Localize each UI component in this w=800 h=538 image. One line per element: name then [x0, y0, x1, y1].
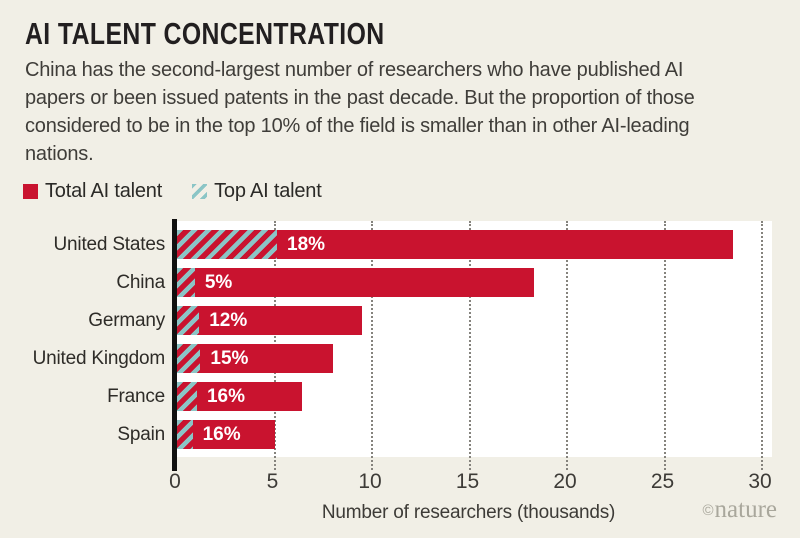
bar-hatch — [177, 344, 201, 373]
bar-value-label: 18% — [287, 234, 326, 255]
bar-value-label: 15% — [210, 348, 249, 369]
bar: 12% — [177, 306, 363, 335]
legend-item-total: Total AI talent — [23, 180, 162, 203]
legend-item-top: Top AI talent — [192, 180, 322, 203]
gridline — [468, 221, 471, 470]
tick-label: 5 — [266, 470, 279, 493]
category-label: United Kingdom — [32, 348, 166, 369]
y-axis-line — [172, 219, 177, 471]
tick-label: 15 — [455, 470, 480, 493]
bar: 16% — [177, 382, 302, 411]
category-label: United States — [53, 234, 166, 255]
category-label: Spain — [117, 424, 165, 445]
tick-label: 20 — [553, 470, 577, 493]
tick-label: 30 — [748, 470, 772, 493]
bar-value-label: 16% — [202, 424, 241, 445]
bar-hatch — [177, 382, 197, 411]
category-label: France — [107, 386, 165, 407]
bar-value-label: 5% — [204, 272, 233, 293]
nature-credit: ©nature — [702, 496, 777, 524]
bar-hatch — [177, 268, 195, 297]
bar: 5% — [177, 268, 534, 297]
gridline — [761, 221, 763, 470]
bar-hatch — [177, 306, 200, 335]
tick-label: 25 — [650, 470, 675, 493]
copyright-icon: © — [702, 502, 715, 519]
gridline — [371, 221, 373, 470]
nature-logo: nature — [714, 496, 777, 523]
legend-swatch-total-red — [23, 184, 38, 199]
bar: 18% — [177, 230, 733, 259]
gridline — [566, 221, 568, 470]
chart-title: AI TALENT CONCENTRATION — [25, 16, 385, 51]
chart-subtitle: China has the second-largest number of r… — [25, 59, 695, 165]
x-axis-title: Number of researchers (thousands) — [321, 502, 616, 523]
bar-value-label: 16% — [206, 386, 245, 407]
legend-label-total: Total AI talent — [45, 180, 163, 202]
category-label: Germany — [88, 310, 165, 331]
legend-swatch-top-hatch — [192, 184, 208, 199]
bar-hatch — [177, 230, 278, 259]
category-label: China — [116, 272, 165, 293]
bar: 16% — [177, 420, 275, 449]
tick-label: 10 — [358, 470, 382, 493]
legend: Total AI talent Top AI talent — [23, 180, 322, 203]
legend-label-top: Top AI talent — [214, 180, 322, 202]
bar-value-label: 12% — [209, 310, 248, 331]
gridline — [663, 221, 666, 470]
bar: 15% — [177, 344, 333, 373]
bar-hatch — [177, 420, 193, 449]
tick-label: 0 — [169, 470, 181, 493]
